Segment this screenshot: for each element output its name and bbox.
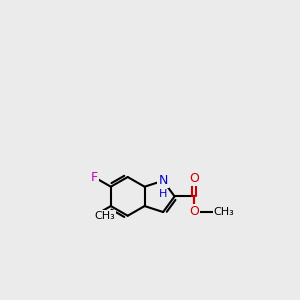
Text: O: O bbox=[189, 206, 199, 218]
Text: N: N bbox=[158, 174, 168, 187]
Text: CH₃: CH₃ bbox=[94, 211, 115, 221]
Text: F: F bbox=[90, 170, 98, 184]
Text: CH₃: CH₃ bbox=[214, 207, 234, 217]
Text: O: O bbox=[189, 172, 199, 185]
Text: H: H bbox=[159, 190, 167, 200]
